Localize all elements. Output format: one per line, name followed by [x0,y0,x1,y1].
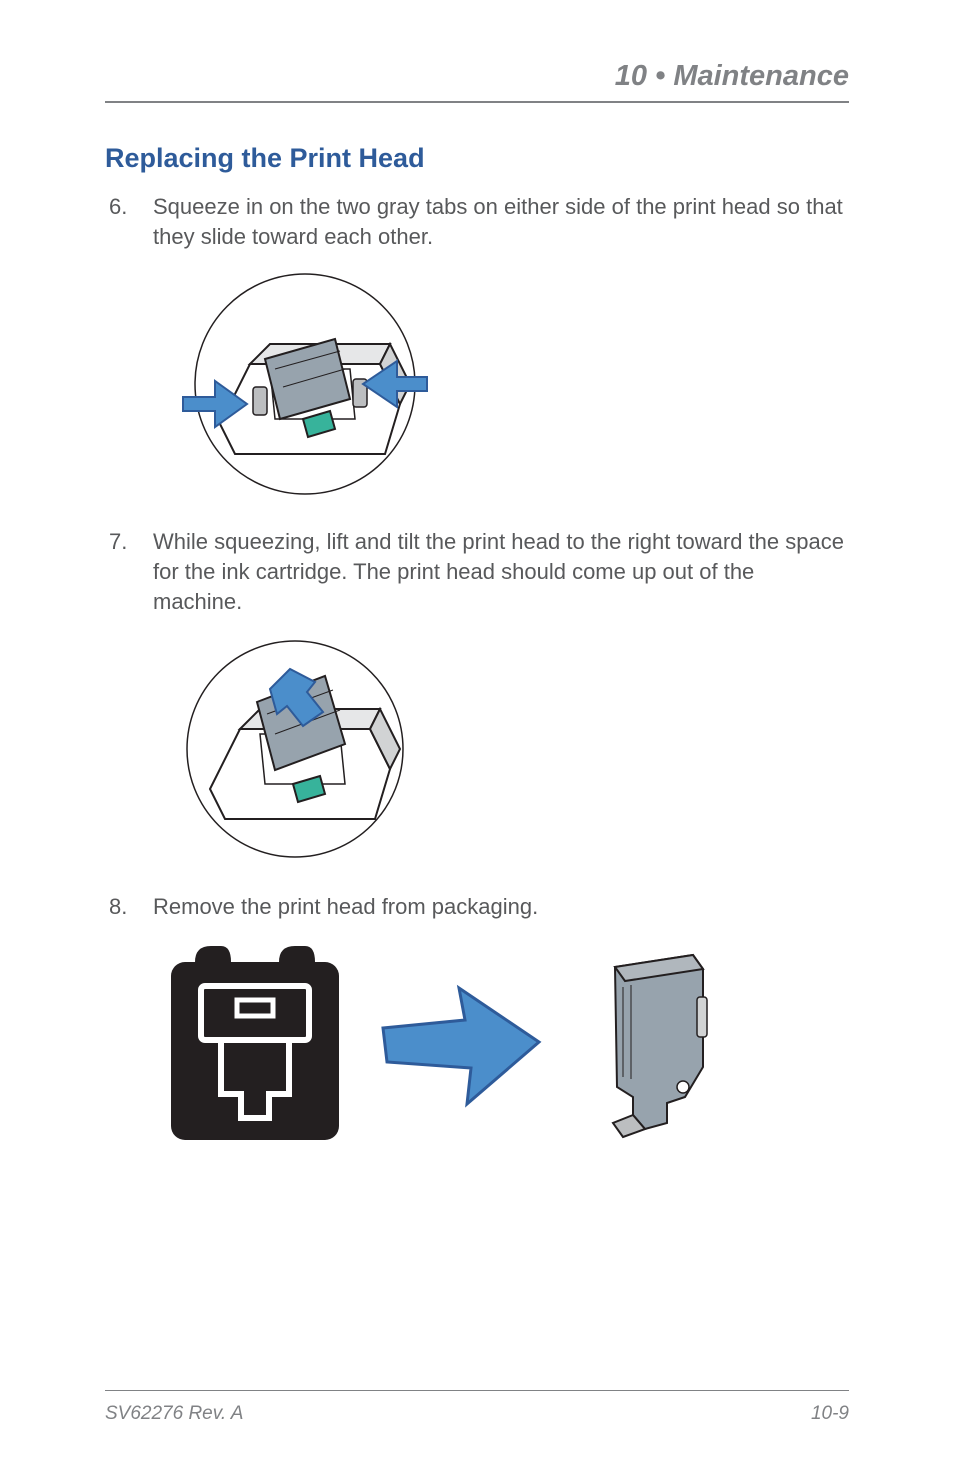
step-6-text: Squeeze in on the two gray tabs on eithe… [153,192,849,251]
packaging-icon [165,942,345,1147]
step-8-text: Remove the print head from packaging. [153,892,849,922]
page-footer: SV62276 Rev. A 10-9 [105,1390,849,1425]
chapter-number: 10 [615,60,647,92]
step-7-text: While squeezing, lift and tilt the print… [153,527,849,616]
step-7-diagram [175,634,849,864]
footer-doc-id: SV62276 Rev. A [105,1403,243,1425]
chapter-sep: • [647,60,673,92]
section-title: Replacing the Print Head [105,143,849,174]
printhead-icon [575,947,740,1142]
step-6-diagram [175,269,849,499]
step-8-diagram [165,942,849,1147]
arrow-right-icon [375,980,545,1110]
step-6: 6. Squeeze in on the two gray tabs on ei… [105,192,849,251]
step-7-number: 7. [105,527,153,616]
footer-page-number: 10-9 [811,1403,849,1425]
chapter-header: 10 • Maintenance [105,60,849,103]
step-7: 7. While squeezing, lift and tilt the pr… [105,527,849,616]
step-8-number: 8. [105,892,153,922]
chapter-title: Maintenance [673,60,849,92]
step-6-number: 6. [105,192,153,251]
step-8: 8. Remove the print head from packaging. [105,892,849,922]
